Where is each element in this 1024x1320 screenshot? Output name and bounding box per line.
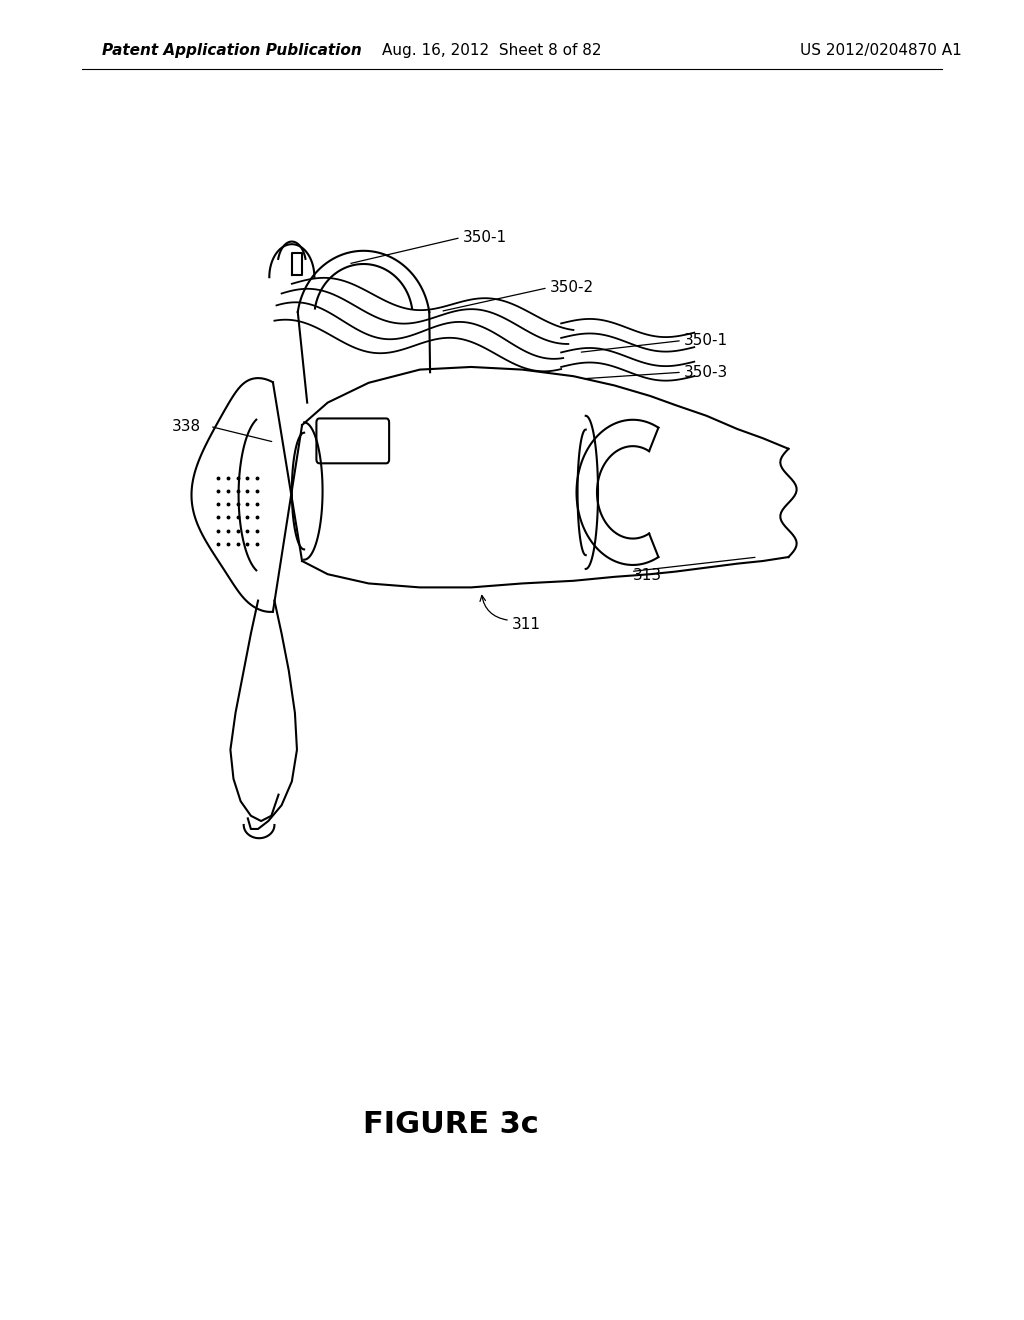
Text: 350-3: 350-3 [684,364,728,380]
Text: Aug. 16, 2012  Sheet 8 of 82: Aug. 16, 2012 Sheet 8 of 82 [382,42,601,58]
Text: 313: 313 [633,568,662,583]
FancyBboxPatch shape [316,418,389,463]
Text: 350-1: 350-1 [684,333,728,348]
Text: FIGURE 3c: FIGURE 3c [362,1110,539,1139]
Text: 350-1: 350-1 [463,230,507,246]
Text: 311: 311 [512,616,541,632]
Text: 338: 338 [172,418,201,434]
Text: US 2012/0204870 A1: US 2012/0204870 A1 [800,42,962,58]
Text: 350-2: 350-2 [550,280,594,296]
Text: Patent Application Publication: Patent Application Publication [102,42,362,58]
